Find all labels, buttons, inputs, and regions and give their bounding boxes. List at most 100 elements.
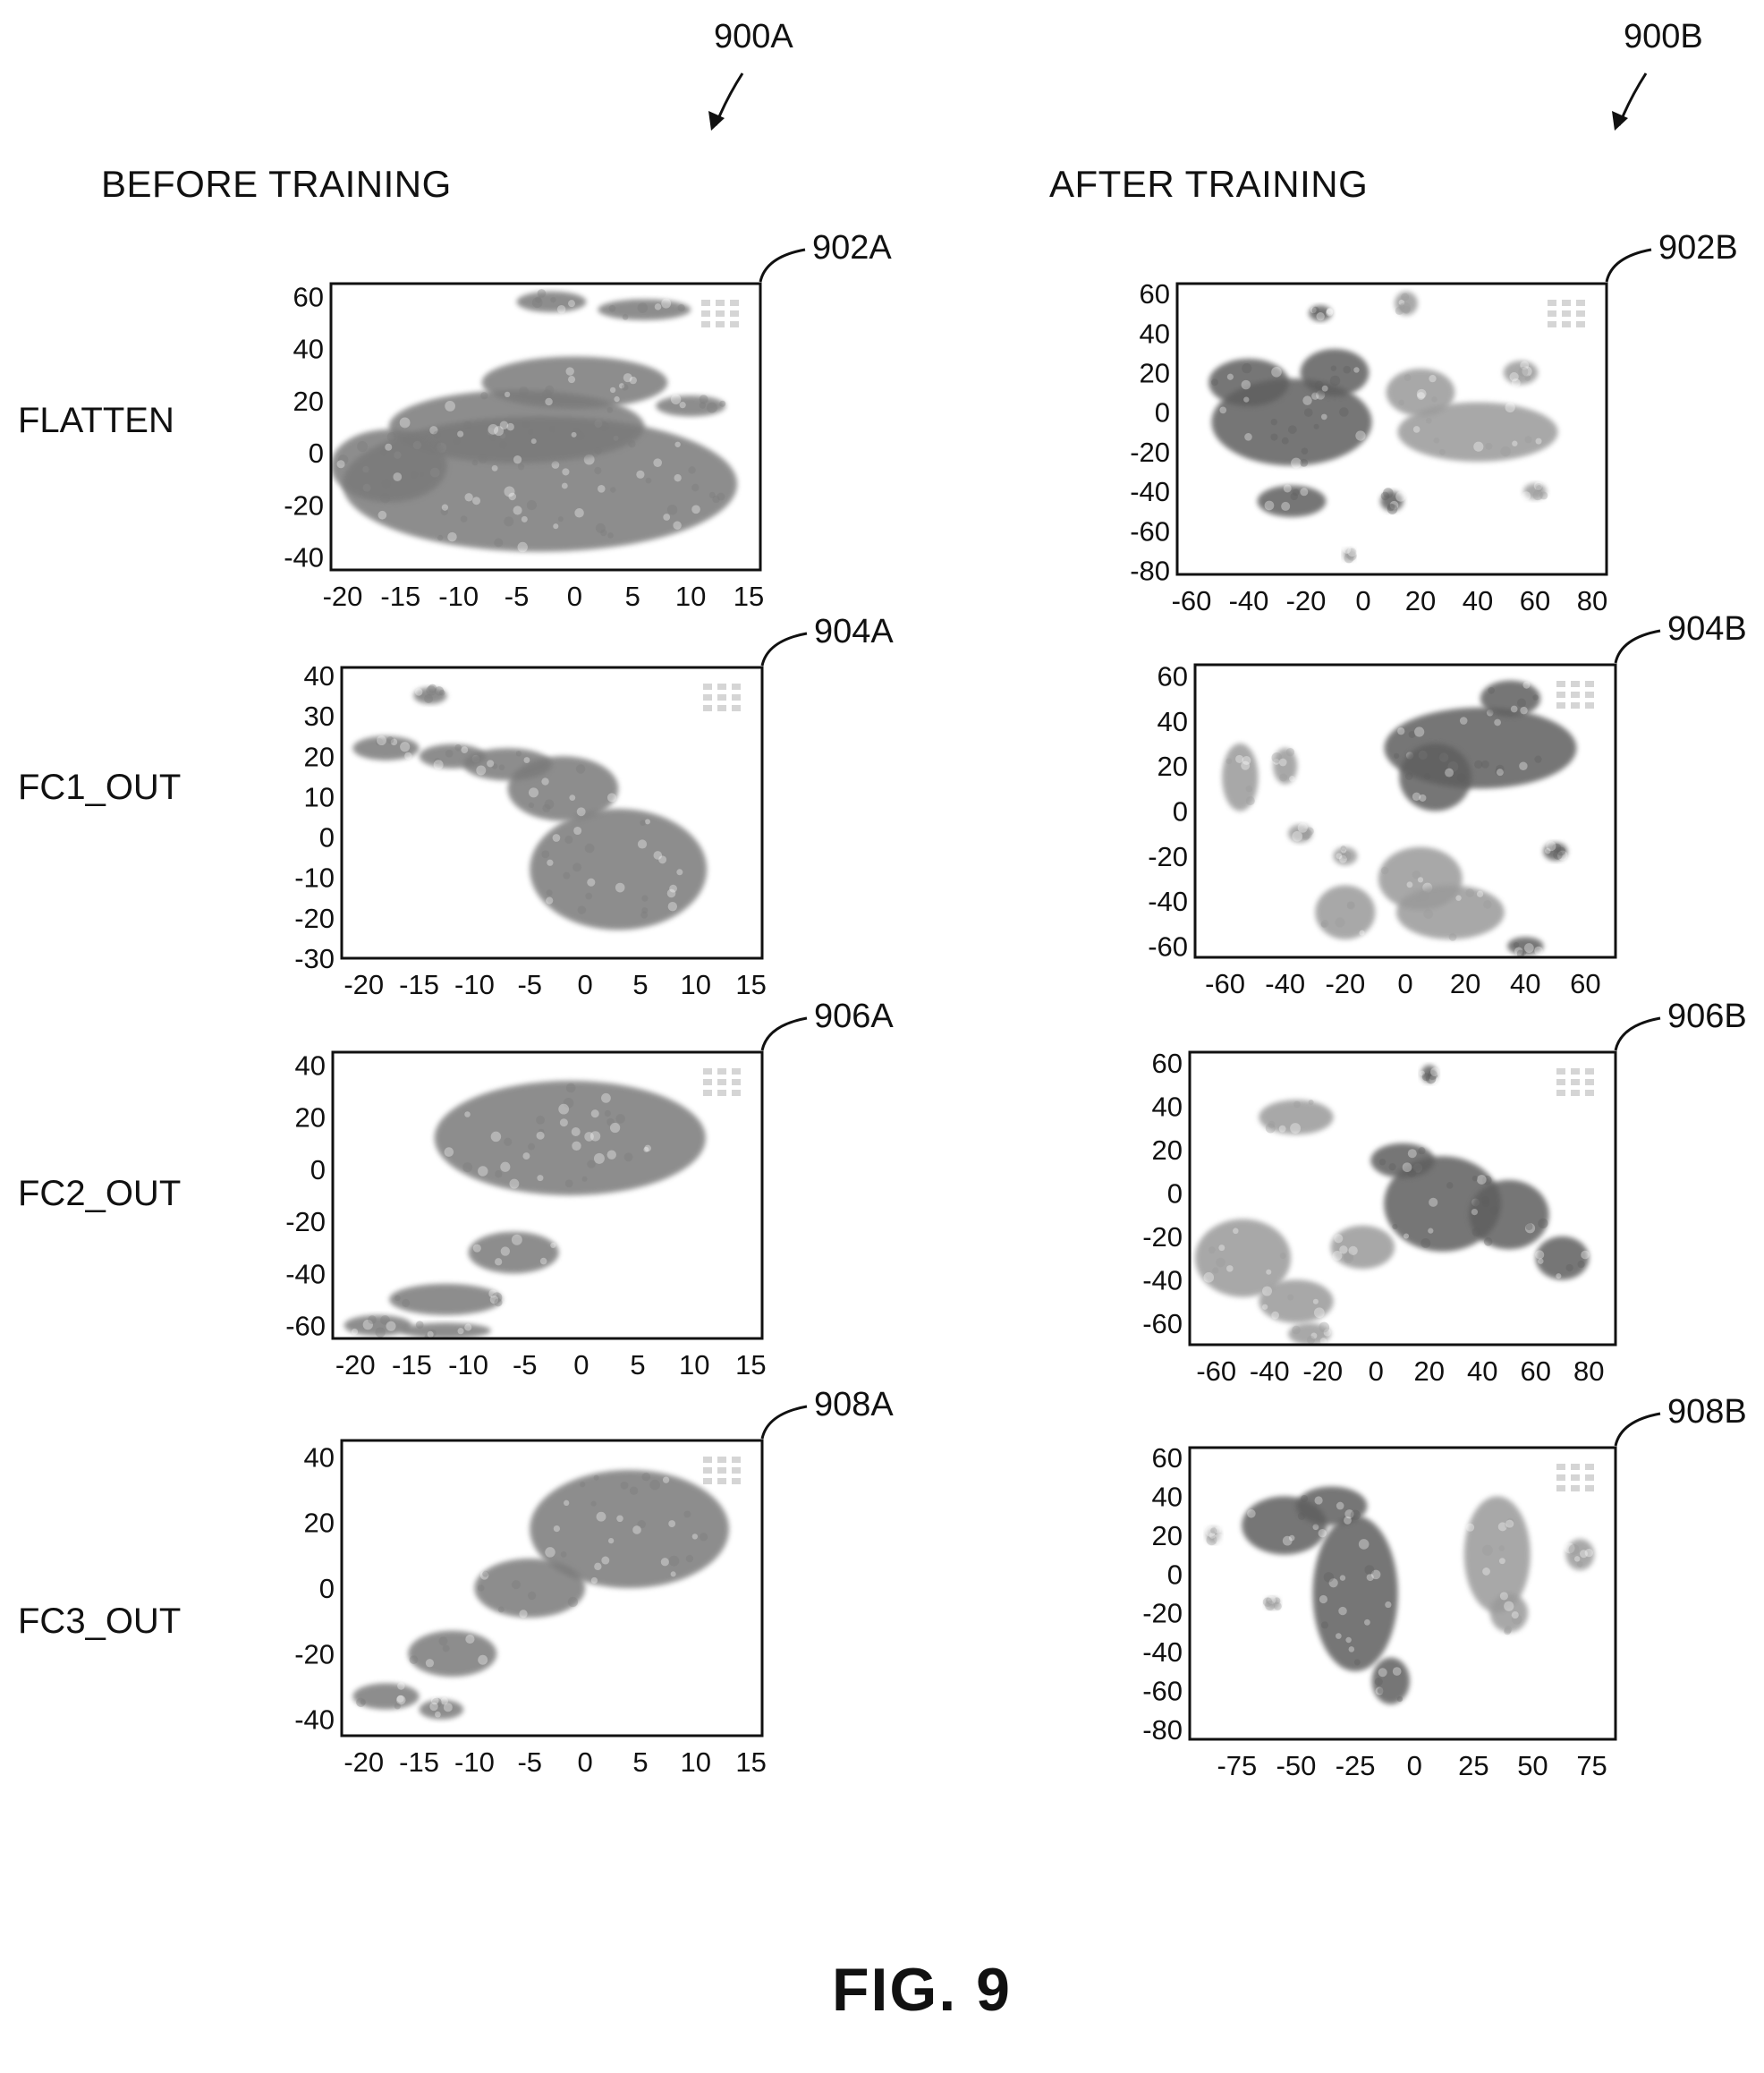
scatter-point: [552, 834, 561, 842]
scatter-point: [670, 1571, 676, 1577]
scatter-point: [1438, 448, 1446, 455]
cluster-blob: [1296, 1486, 1368, 1525]
ref-leader-line: [760, 632, 808, 667]
scatter-point: [685, 1554, 694, 1563]
cluster-blob: [1386, 369, 1455, 417]
scatter-point: [645, 477, 652, 484]
scatter-point: [1233, 1228, 1239, 1235]
scatter-point: [614, 395, 620, 403]
scatter-point: [674, 441, 681, 447]
scatter-point: [535, 296, 542, 303]
scatter-point: [679, 402, 686, 409]
x-tick-label: 40: [1463, 585, 1493, 616]
x-tick-label: 0: [1355, 585, 1370, 616]
scatter-point: [1525, 1222, 1533, 1231]
scatter-point: [1339, 1245, 1348, 1254]
scatter-point: [1214, 1526, 1222, 1534]
scatter-point: [1339, 1575, 1346, 1581]
scatter-point: [390, 738, 398, 746]
scatter-point: [610, 487, 616, 493]
scatter-point: [1518, 366, 1529, 377]
scatter-point: [409, 1655, 419, 1664]
scatter-point: [606, 1150, 616, 1160]
scatter-point: [1417, 877, 1424, 883]
x-tick-label: 15: [734, 581, 764, 612]
scatter-point: [1245, 785, 1253, 793]
scatter-point: [1243, 396, 1250, 403]
scatter-point: [1395, 491, 1406, 502]
scatter-point: [1355, 430, 1366, 441]
scatter-point: [1398, 303, 1405, 310]
scatter-point: [590, 1576, 598, 1584]
scatter-point: [622, 313, 629, 320]
cluster-blob: [1380, 491, 1404, 512]
plot-frame: [1188, 1446, 1617, 1741]
cluster-blob: [1463, 1496, 1531, 1613]
scatter-point: [440, 1697, 448, 1705]
scatter-point: [494, 426, 505, 437]
scatter-point: [1483, 900, 1492, 909]
scatter-point: [637, 839, 648, 849]
scatter-point: [1520, 361, 1530, 370]
scatter-point: [429, 426, 438, 435]
x-tick-label: -15: [399, 1746, 439, 1778]
y-tick-label: 0: [310, 1154, 326, 1185]
cluster-blob: [1480, 680, 1541, 717]
scatter-point: [476, 765, 487, 776]
scatter-point: [717, 492, 725, 501]
scatter-point: [1305, 827, 1314, 836]
x-tick-label: -60: [1196, 1355, 1236, 1387]
scatter-point: [478, 1584, 485, 1592]
scatter-point: [1359, 930, 1365, 936]
scatter-point: [489, 1295, 499, 1304]
scatter-point: [386, 1321, 396, 1331]
scatter-point: [1300, 828, 1310, 839]
scatter-point: [1485, 442, 1493, 450]
scatter-point: [441, 504, 449, 511]
scatter-point: [530, 438, 537, 445]
scatter-point: [593, 1152, 605, 1164]
scatter-point: [1343, 365, 1352, 374]
scatter-point: [379, 448, 387, 456]
scatter-point: [386, 431, 397, 442]
legend: [1556, 1068, 1594, 1096]
scatter-point: [1423, 773, 1431, 780]
x-tick-label: -20: [343, 969, 384, 1000]
scatter-point: [666, 504, 678, 515]
scatter-point: [629, 376, 637, 385]
scatter-point: [1500, 446, 1511, 457]
scatter-point: [1483, 1237, 1493, 1246]
scatter-point: [1425, 1073, 1437, 1084]
scatter-point: [1242, 755, 1251, 765]
x-tick-label: -15: [392, 1349, 432, 1381]
scatter-point: [1320, 413, 1327, 421]
scatter-point: [433, 430, 442, 439]
y-tick-label: -40: [285, 1258, 326, 1289]
scatter-point: [461, 746, 469, 753]
y-tick-label: -20: [285, 1206, 326, 1237]
scatter-point: [565, 367, 574, 376]
scatter-point: [1209, 1532, 1216, 1539]
scatter-point: [1210, 1527, 1217, 1534]
scatter-point: [431, 1697, 442, 1708]
scatter-point: [410, 471, 419, 479]
scatter-point: [1522, 681, 1531, 689]
cluster-blob: [1421, 1065, 1437, 1083]
scatter-point: [594, 466, 602, 475]
scatter-point: [1474, 760, 1483, 769]
plot-frame: [1188, 1050, 1617, 1347]
scatter-point: [362, 1320, 373, 1330]
scatter-point: [660, 1558, 669, 1567]
scatter-point: [402, 1298, 411, 1307]
scatter-point: [536, 1131, 545, 1140]
scatter-point: [1281, 501, 1291, 511]
scatter-point: [1289, 776, 1295, 782]
scatter-point: [1524, 375, 1531, 381]
x-tick-label: -5: [505, 581, 530, 612]
scatter-point: [661, 298, 672, 309]
scatter-point: [1419, 1070, 1425, 1076]
y-tick-label: 0: [1155, 397, 1170, 429]
scatter-point: [397, 1682, 405, 1690]
scatter-point: [1291, 457, 1302, 469]
scatter-point: [581, 1176, 588, 1182]
